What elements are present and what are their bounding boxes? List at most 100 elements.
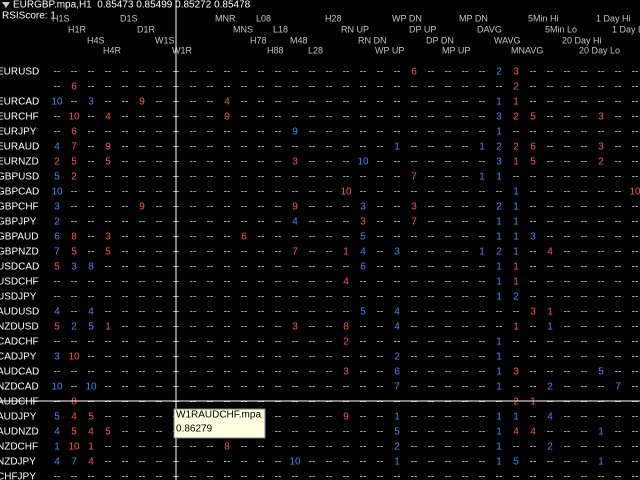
cell-empty: --	[598, 381, 605, 392]
cell-empty: --	[241, 441, 248, 452]
cell-signal: 7	[292, 246, 298, 257]
cell-empty: --	[326, 396, 333, 407]
cell-empty: --	[411, 396, 418, 407]
cell-empty: --	[547, 231, 554, 242]
cell-empty: --	[309, 471, 316, 480]
cell-empty: --	[207, 246, 214, 257]
cell-empty: --	[632, 441, 639, 452]
cell-empty: --	[326, 141, 333, 152]
cell-empty: --	[326, 471, 333, 480]
cell-empty: --	[615, 171, 622, 182]
cell-empty: --	[122, 231, 129, 242]
cell-empty: --	[343, 381, 350, 392]
cell-empty: --	[445, 411, 452, 422]
cell-empty: --	[564, 351, 571, 362]
cell-empty: --	[479, 351, 486, 362]
cell-empty: --	[190, 321, 197, 332]
tooltip-value: 0.86279	[176, 423, 213, 434]
cell-empty: --	[88, 396, 95, 407]
cell-empty: --	[360, 186, 367, 197]
cell-empty: --	[564, 471, 571, 480]
cell-empty: --	[343, 426, 350, 437]
cell-empty: --	[377, 426, 384, 437]
cell-empty: --	[88, 336, 95, 347]
cell-empty: --	[428, 141, 435, 152]
cell-empty: --	[207, 306, 214, 317]
cell-empty: --	[547, 366, 554, 377]
column-header: 20 Day Hi	[562, 35, 602, 45]
cell-signal: 5	[88, 321, 94, 332]
cell-empty: --	[411, 111, 418, 122]
cell-empty: --	[428, 126, 435, 137]
cell-empty: --	[377, 216, 384, 227]
cell-empty: --	[326, 321, 333, 332]
cell-empty: --	[156, 441, 163, 452]
cell-empty: --	[139, 186, 146, 197]
cell-empty: --	[156, 216, 163, 227]
cell-signal: 4	[360, 246, 366, 257]
cell-signal: 10	[68, 441, 80, 452]
cell-empty: --	[564, 156, 571, 167]
cell-empty: --	[309, 141, 316, 152]
cell-empty: --	[309, 456, 316, 467]
cell-empty: --	[71, 216, 78, 227]
cell-empty: --	[411, 366, 418, 377]
cell-empty: --	[54, 276, 61, 287]
cell-empty: --	[530, 441, 537, 452]
cell-empty: --	[241, 321, 248, 332]
cell-empty: --	[139, 456, 146, 467]
cell-empty: --	[275, 156, 282, 167]
column-header: MNS	[233, 24, 253, 34]
column-header: L28	[308, 45, 323, 55]
cell-signal: 7	[615, 381, 621, 392]
cell-empty: --	[598, 66, 605, 77]
cell-empty: --	[156, 336, 163, 347]
cell-empty: --	[428, 276, 435, 287]
cell-empty: --	[479, 441, 486, 452]
cell-signal: 1	[496, 216, 502, 227]
cell-empty: --	[428, 381, 435, 392]
cell-empty: --	[445, 381, 452, 392]
cell-empty: --	[479, 66, 486, 77]
cell-empty: --	[428, 96, 435, 107]
cell-empty: --	[156, 231, 163, 242]
cell-signal: 4	[54, 141, 60, 152]
cell-signal: 1	[496, 381, 502, 392]
cell-empty: --	[547, 141, 554, 152]
cell-empty: --	[428, 306, 435, 317]
cell-empty: --	[564, 336, 571, 347]
cell-empty: --	[615, 426, 622, 437]
cell-empty: --	[445, 126, 452, 137]
cell-signal: 10	[289, 456, 301, 467]
cell-empty: --	[377, 141, 384, 152]
cell-empty: --	[88, 246, 95, 257]
cell-signal: 5	[54, 261, 60, 272]
cell-empty: --	[343, 126, 350, 137]
cell-empty: --	[258, 66, 265, 77]
cell-empty: --	[309, 261, 316, 272]
cell-empty: --	[88, 81, 95, 92]
cell-empty: --	[581, 81, 588, 92]
cell-empty: --	[241, 336, 248, 347]
cell-empty: --	[122, 81, 129, 92]
cell-empty: --	[615, 141, 622, 152]
cell-empty: --	[105, 126, 112, 137]
cell-empty: --	[326, 351, 333, 362]
cell-empty: --	[564, 411, 571, 422]
cell-empty: --	[428, 411, 435, 422]
cell-empty: --	[377, 96, 384, 107]
collapse-icon[interactable]	[2, 2, 10, 8]
cell-empty: --	[122, 201, 129, 212]
row-label: EURCHF	[0, 111, 39, 122]
cell-empty: --	[258, 351, 265, 362]
cell-empty: --	[224, 366, 231, 377]
cell-empty: --	[615, 186, 622, 197]
cell-empty: --	[598, 336, 605, 347]
cell-empty: --	[445, 321, 452, 332]
column-header: H88	[267, 45, 284, 55]
cell-signal: 2	[54, 216, 60, 227]
column-header: WAVG	[494, 35, 521, 45]
cell-empty: --	[377, 441, 384, 452]
cell-empty: --	[377, 246, 384, 257]
column-header: 5Min Lo	[545, 24, 577, 34]
